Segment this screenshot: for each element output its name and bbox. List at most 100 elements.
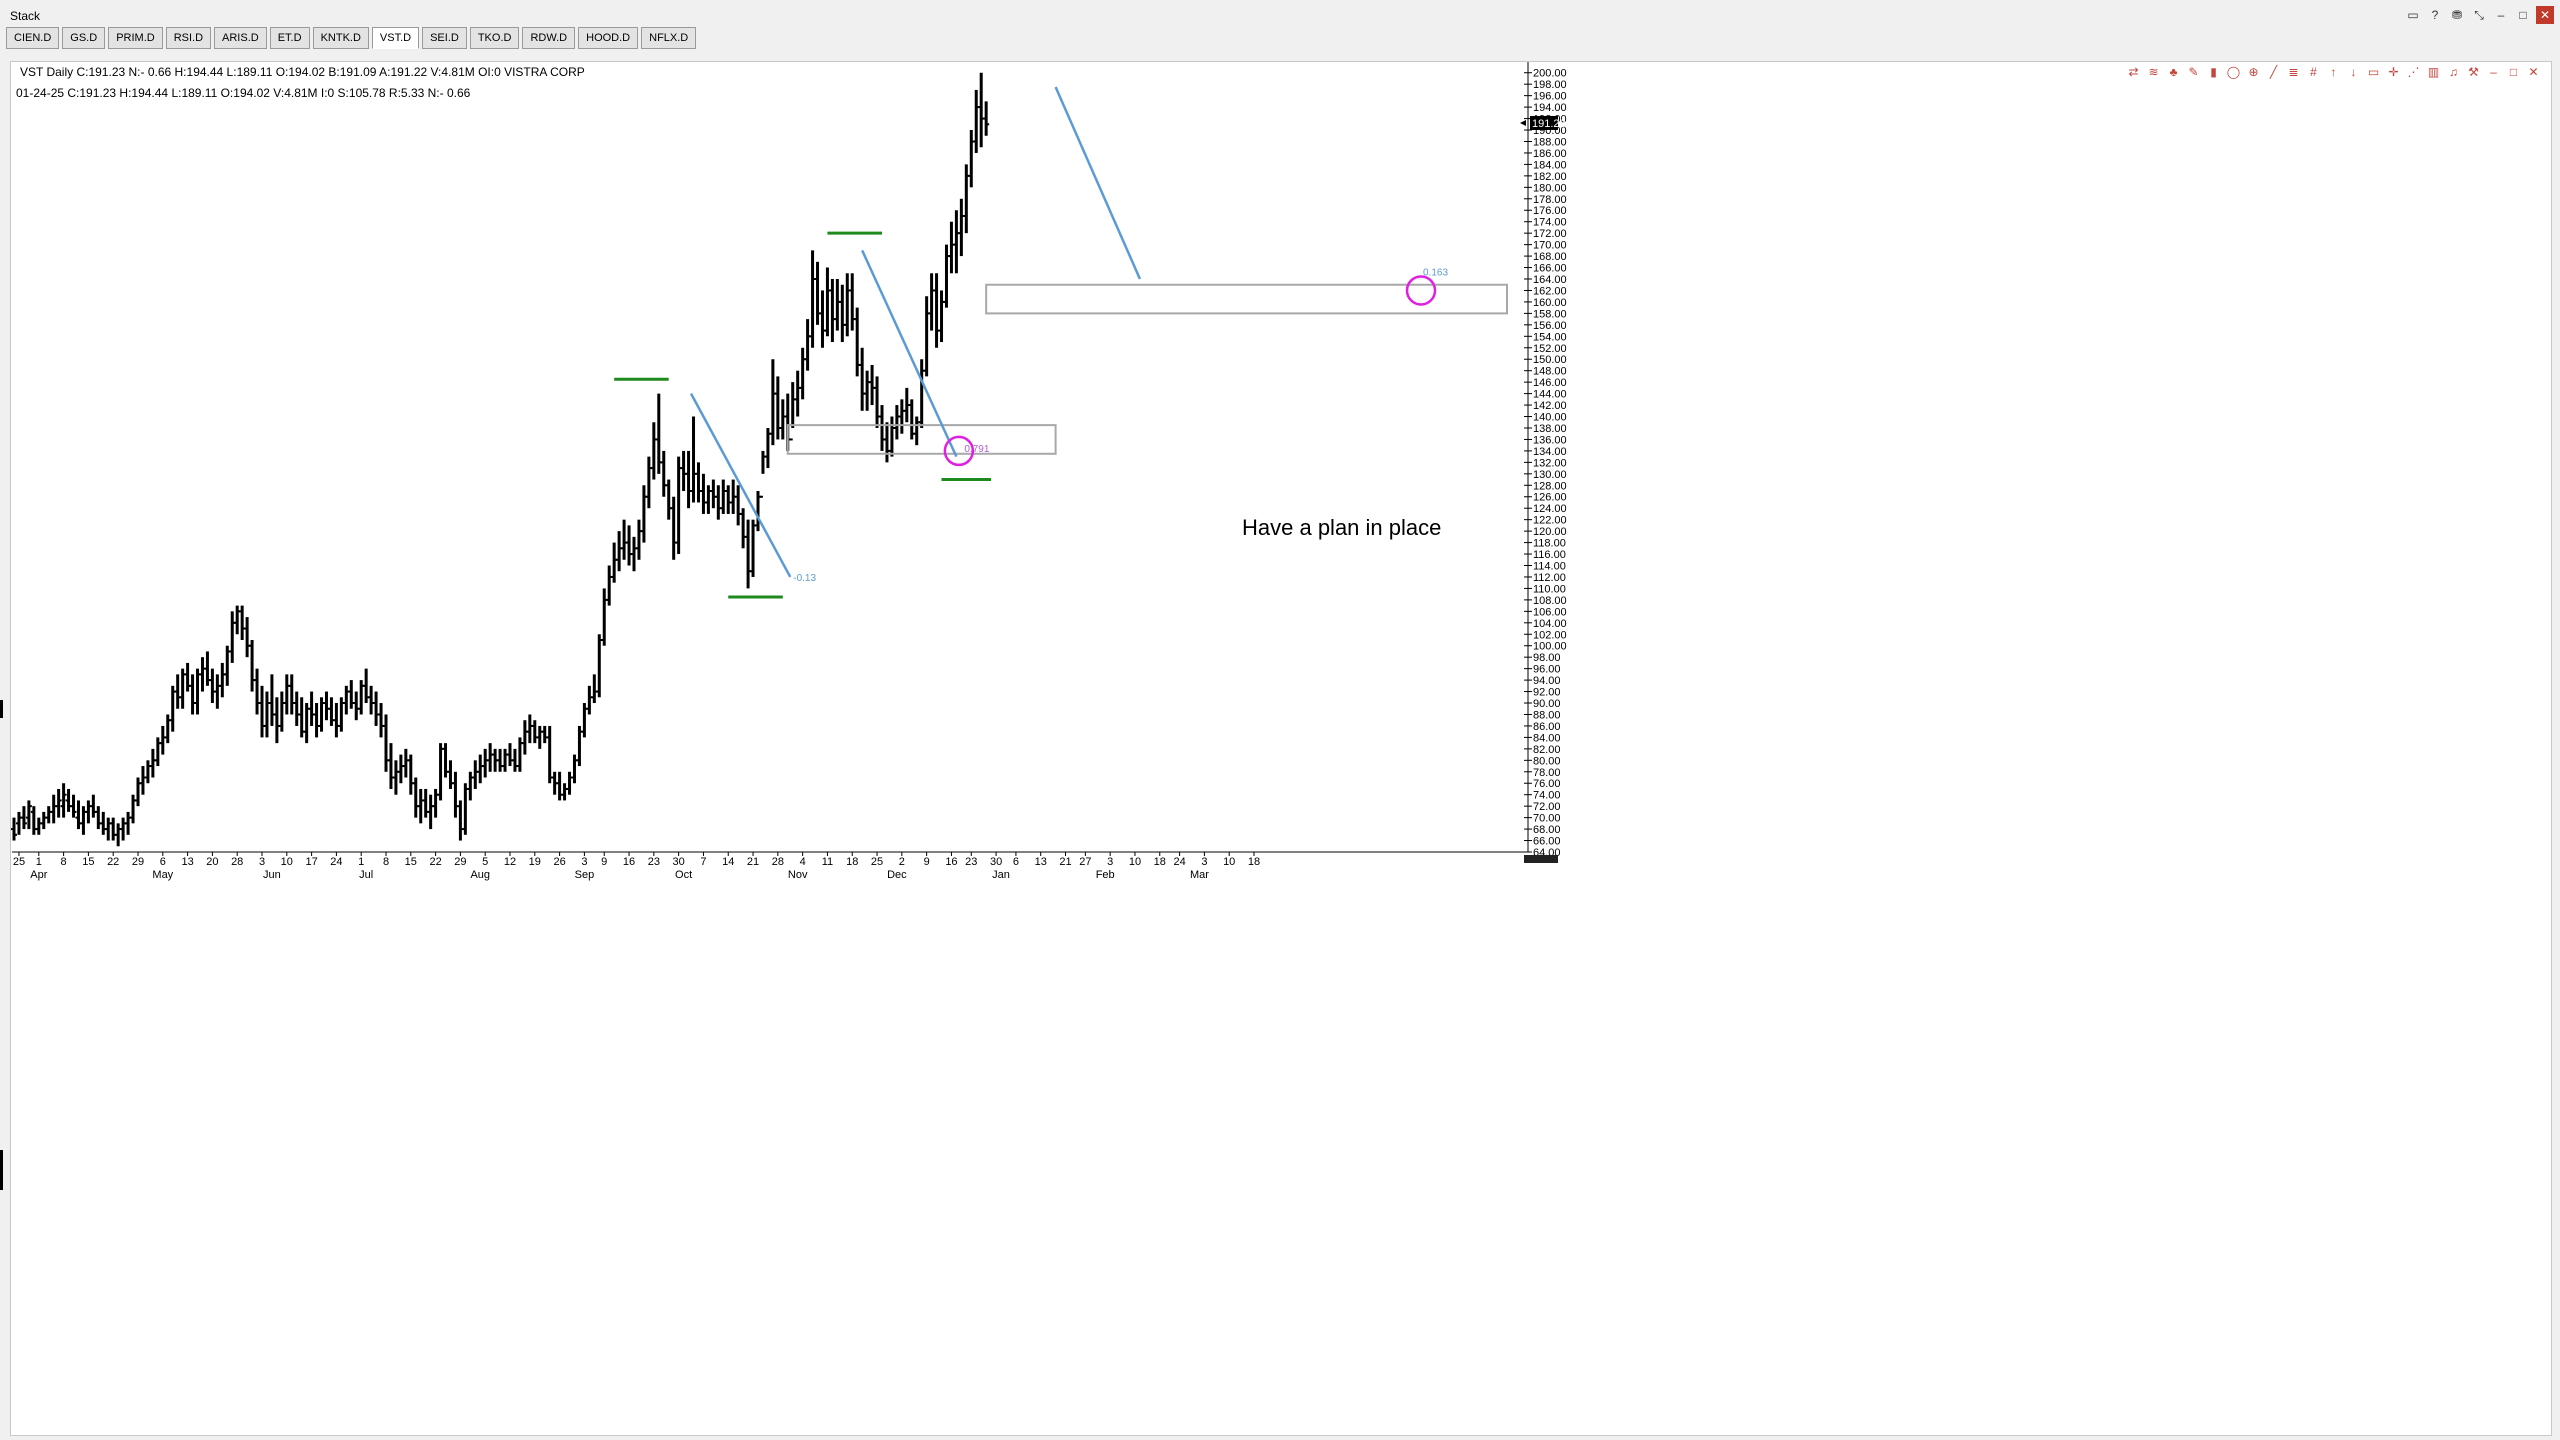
month-label: Aug — [470, 869, 490, 881]
zone-box-upper[interactable] — [985, 283, 1508, 315]
circle-icon[interactable]: ◯ — [2226, 65, 2241, 79]
target-circle[interactable] — [943, 435, 975, 467]
time-tick-label: 23 — [965, 856, 977, 868]
month-label: Jan — [992, 869, 1010, 881]
time-tick-label: 10 — [1129, 856, 1141, 868]
quote-summary: VST Daily C:191.23 N:- 0.66 H:194.44 L:1… — [20, 65, 585, 79]
maximize-button[interactable]: □ — [2519, 8, 2527, 22]
arrows-icon[interactable]: ≋ — [2148, 65, 2159, 79]
resize-icon[interactable]: ⤡ — [2474, 8, 2484, 22]
price-tick-label: 124.00 — [1533, 503, 1567, 515]
time-tick-label: 25 — [871, 856, 883, 868]
time-tick-label: 15 — [405, 856, 417, 868]
cross-icon[interactable]: ✛ — [2388, 65, 2399, 79]
close-icon[interactable]: ✕ — [2528, 65, 2539, 79]
database-icon[interactable]: ⛃ — [2451, 8, 2463, 22]
tab-gs-d[interactable]: GS.D — [62, 27, 106, 49]
fib-icon[interactable]: ≣ — [2288, 65, 2299, 79]
time-tick-label: 28 — [231, 856, 243, 868]
time-tick-label: 16 — [623, 856, 635, 868]
fib-label: 0.163 — [1423, 268, 1448, 279]
time-tick-label: 8 — [383, 856, 389, 868]
time-tick-label: 9 — [601, 856, 607, 868]
tab-kntk-d[interactable]: KNTK.D — [312, 27, 369, 49]
zone-box-lower[interactable] — [786, 424, 1057, 455]
price-tick-label: 82.00 — [1533, 744, 1561, 756]
time-tick-label: 17 — [305, 856, 317, 868]
tab-vst-d[interactable]: VST.D — [371, 27, 420, 49]
price-tick-label: 146.00 — [1533, 377, 1567, 389]
tab-et-d[interactable]: ET.D — [269, 27, 310, 49]
price-tick-label: 184.00 — [1533, 159, 1567, 171]
left-edge-mark — [0, 700, 3, 718]
price-tick-label: 198.00 — [1533, 79, 1567, 91]
rect-icon[interactable]: ▭ — [2367, 65, 2380, 79]
time-tick-label: 18 — [1248, 856, 1260, 868]
time-tick-label: 30 — [673, 856, 685, 868]
price-tick-label: 140.00 — [1533, 412, 1567, 424]
time-tick-label: 1 — [358, 856, 364, 868]
price-tick-label: 186.00 — [1533, 148, 1567, 160]
candle-icon[interactable]: ▮ — [2210, 65, 2217, 79]
trend-line-oct[interactable] — [689, 393, 792, 578]
trend-line-nov[interactable] — [861, 249, 958, 458]
trend-line-jan[interactable] — [1054, 86, 1142, 280]
price-tick-label: 110.00 — [1533, 583, 1566, 595]
price-tick-label: 94.00 — [1533, 675, 1561, 687]
price-tick-label: 84.00 — [1533, 732, 1561, 744]
scroll-track[interactable] — [1524, 855, 1558, 863]
chart-panel[interactable] — [10, 61, 2552, 1436]
bell-icon[interactable]: ♫ — [2449, 65, 2458, 79]
price-tick-label: 108.00 — [1533, 595, 1567, 607]
time-tick-label: 3 — [581, 856, 587, 868]
month-label: Apr — [30, 869, 47, 881]
arrow-down-icon[interactable]: ↓ — [2350, 65, 2357, 79]
tree-icon[interactable]: ♣ — [2169, 65, 2178, 79]
price-tick-label: 96.00 — [1533, 664, 1561, 676]
time-tick-label: 29 — [132, 856, 144, 868]
tab-prim-d[interactable]: PRIM.D — [108, 27, 163, 49]
time-tick-label: 2 — [899, 856, 905, 868]
close-button[interactable]: ✕ — [2536, 6, 2554, 24]
time-tick-label: 6 — [160, 856, 166, 868]
price-tick-label: 90.00 — [1533, 698, 1561, 710]
price-tick-label: 138.00 — [1533, 423, 1567, 435]
grid-icon[interactable]: # — [2310, 65, 2317, 79]
tab-aris-d[interactable]: ARIS.D — [214, 27, 267, 49]
arrow-up-icon[interactable]: ↑ — [2330, 65, 2337, 79]
tab-hood-d[interactable]: HOOD.D — [578, 27, 639, 49]
price-tick-label: 174.00 — [1533, 217, 1567, 229]
time-tick-label: 15 — [82, 856, 94, 868]
price-tick-label: 100.00 — [1533, 641, 1567, 653]
zoom-icon[interactable]: ⊕ — [2248, 65, 2259, 79]
time-tick-label: 21 — [1059, 856, 1071, 868]
max-icon[interactable]: □ — [2509, 65, 2518, 79]
fan-icon[interactable]: ⋰ — [2407, 65, 2420, 79]
target-circle[interactable] — [1405, 275, 1437, 306]
chart-icon[interactable]: ▥ — [2427, 65, 2440, 79]
tab-rsi-d[interactable]: RSI.D — [165, 27, 212, 49]
min-icon[interactable]: – — [2490, 65, 2497, 79]
price-tick-label: 178.00 — [1533, 194, 1567, 206]
help-icon[interactable]: ? — [2431, 8, 2439, 22]
layout-icon[interactable]: ▭ — [2407, 8, 2419, 22]
tab-sei-d[interactable]: SEI.D — [422, 27, 467, 49]
swap-icon[interactable]: ⇄ — [2128, 65, 2139, 79]
tab-cien-d[interactable]: CIEN.D — [6, 27, 60, 49]
time-tick-label: 4 — [800, 856, 806, 868]
price-tick-label: 80.00 — [1533, 755, 1561, 767]
minimize-button[interactable]: – — [2497, 8, 2505, 22]
tab-rdw-d[interactable]: RDW.D — [522, 27, 576, 49]
pencil-icon[interactable]: ✎ — [2188, 65, 2199, 79]
tab-nflx-d[interactable]: NFLX.D — [641, 27, 697, 49]
price-tick-label: 78.00 — [1533, 767, 1561, 779]
time-tick-label: 24 — [330, 856, 342, 868]
month-label: Nov — [788, 869, 808, 881]
last-price-pointer-icon — [1520, 119, 1526, 126]
window-controls: ▭ ? ⛃ ⤡ – □ ✕ — [2404, 6, 2554, 24]
line-icon[interactable]: ╱ — [2269, 65, 2278, 79]
tab-tko-d[interactable]: TKO.D — [469, 27, 520, 49]
tools-icon[interactable]: ⚒ — [2468, 65, 2479, 79]
price-tick-label: 114.00 — [1533, 561, 1566, 573]
